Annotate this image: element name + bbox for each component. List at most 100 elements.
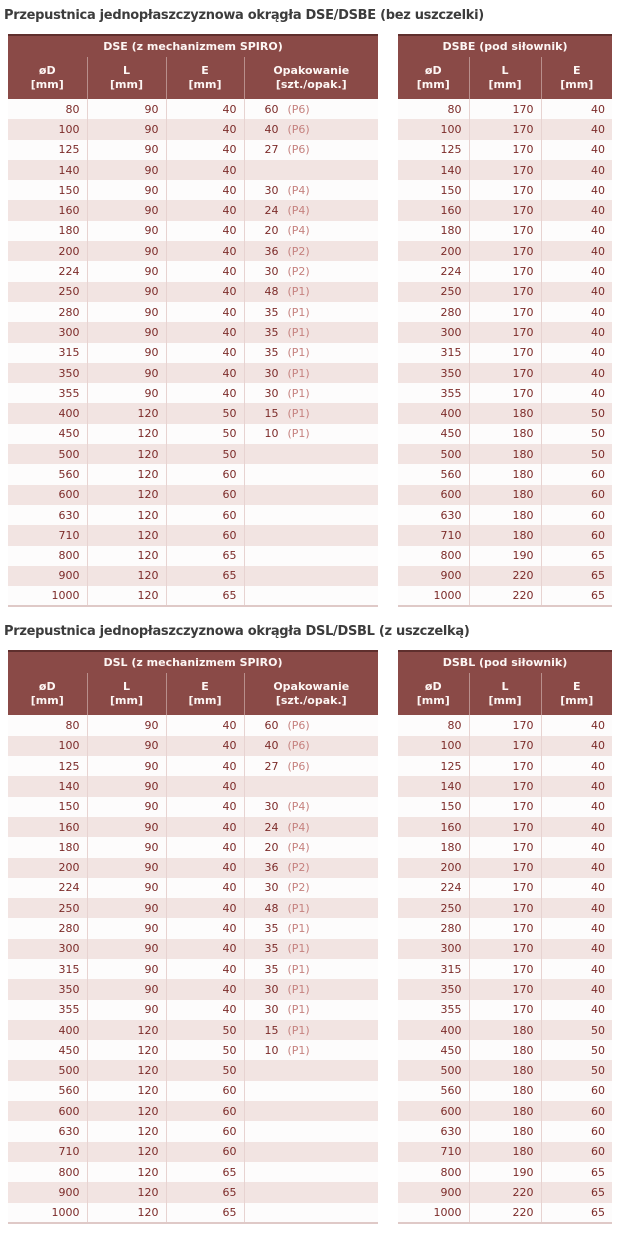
cell-diameter: 160: [58, 820, 80, 834]
cell-e: 40: [165, 776, 244, 797]
cell-length: 90: [86, 857, 166, 878]
cell-diameter: 450: [58, 1043, 80, 1057]
table-row: 150 170 40: [398, 180, 612, 201]
packaging-code: (P6): [287, 759, 310, 773]
cell-length: 170: [468, 322, 541, 343]
cell-diameter: 1000: [8, 1202, 87, 1224]
cell-packaging: [243, 444, 378, 465]
cell-length: 90: [86, 99, 166, 120]
cell-e: 40: [165, 938, 244, 959]
packaging-code: (P1): [287, 325, 310, 339]
cell-length: 90: [86, 796, 166, 817]
cell-diameter: 355: [440, 1003, 462, 1017]
cell-diameter: 140: [440, 163, 462, 177]
cell-e: 65: [540, 1202, 613, 1224]
cell-length: 220: [468, 1182, 541, 1203]
packaging-code: (P1): [287, 285, 310, 299]
table-row: 900 120 65: [8, 565, 378, 587]
column-unit: [mm]: [188, 694, 222, 708]
packaging-qty: 35: [264, 962, 279, 976]
packaging-qty: 30: [264, 881, 279, 895]
cell-length: 120: [86, 1141, 166, 1162]
table-row: 100 90 40 40 (P6): [8, 119, 378, 140]
cell-packaging: 20 (P4): [243, 220, 378, 242]
cell-e: 40: [540, 362, 612, 384]
cell-diameter: 355: [440, 386, 462, 400]
column-unit: [mm]: [188, 78, 222, 91]
cell-diameter: 800: [58, 1165, 80, 1179]
cell-e: 40: [540, 999, 613, 1020]
cell-diameter: 710: [58, 1145, 80, 1159]
table-row: 315 170 40: [398, 342, 612, 363]
cell-length: 220: [468, 586, 541, 608]
cell-packaging: [243, 565, 378, 587]
table-row: 710 180 60: [398, 525, 612, 546]
packaging-qty: 30: [264, 366, 279, 380]
cell-diameter: 80: [447, 102, 462, 116]
cell-diameter: 630: [58, 508, 80, 522]
cell-e: 40: [165, 322, 244, 343]
table-row: 350 90 40 30 (P1): [8, 362, 378, 384]
cell-length: 120: [86, 1080, 166, 1102]
table-row: 600 120 60: [8, 1101, 378, 1122]
cell-length: 90: [86, 322, 166, 343]
packaging-qty: 15: [264, 1023, 279, 1037]
tables-row: DSL (z mechanizmem SPIRO) øD [mm] L [mm] E…: [8, 650, 619, 1224]
cell-e: 40: [165, 342, 244, 363]
cell-length: 170: [468, 220, 541, 242]
table-row: 140 170 40: [398, 159, 612, 181]
table-row: 160 90 40 24 (P4): [8, 816, 378, 838]
cell-e: 40: [165, 362, 244, 384]
cell-diameter: 250: [58, 285, 80, 299]
cell-e: 50: [540, 403, 612, 424]
cell-e: 40: [540, 796, 613, 817]
table-row: 80 90 40 60 (P6): [8, 99, 378, 120]
column-unit: [szt./opak.]: [275, 78, 347, 91]
cell-length: 180: [468, 464, 541, 485]
cell-packaging: [243, 1101, 378, 1122]
column-header-row: øD [mm] L [mm] E [mm]: [398, 673, 613, 716]
cell-e: 40: [165, 99, 244, 120]
cell-diameter: 160: [440, 204, 462, 218]
cell-length: 180: [468, 403, 541, 424]
cell-length: 90: [86, 241, 166, 262]
cell-length: 90: [86, 200, 166, 221]
cell-packaging: 40 (P6): [243, 735, 378, 757]
cell-length: 120: [86, 1161, 166, 1183]
table-row: 300 90 40 35 (P1): [8, 322, 378, 343]
packaging-code: (P1): [287, 1023, 310, 1037]
packaging-code: (P6): [287, 739, 310, 753]
cell-e: 60: [540, 1141, 613, 1162]
column-header-row: øD [mm] L [mm] E [mm] Opakowanie [szt./opak.…: [8, 673, 378, 716]
cell-e: 40: [165, 241, 244, 262]
table-row: 224 170 40: [398, 261, 612, 282]
column-label: E: [573, 680, 581, 694]
cell-length: 90: [86, 918, 166, 939]
cell-e: 40: [540, 383, 612, 404]
cell-length: 180: [468, 1080, 541, 1102]
cell-packaging: 10 (P1): [243, 423, 378, 445]
cell-packaging: 30 (P1): [243, 999, 378, 1020]
packaging-qty: 40: [264, 122, 279, 136]
cell-length: 90: [86, 301, 166, 323]
table-row: 350 90 40 30 (P1): [8, 979, 378, 1000]
table-name-header: DSL (z mechanizmem SPIRO): [8, 650, 378, 674]
cell-diameter: 300: [58, 942, 80, 956]
column-header-e: E [mm]: [540, 57, 612, 99]
cell-diameter: 710: [58, 528, 80, 542]
cell-diameter: 200: [58, 861, 80, 875]
packaging-code: (P2): [287, 881, 310, 895]
cell-e: 40: [165, 180, 244, 201]
table-row: 180 170 40: [398, 220, 612, 242]
table-row: 280 90 40 35 (P1): [8, 918, 378, 939]
cell-e: 50: [165, 1060, 244, 1081]
cell-packaging: 35 (P1): [243, 301, 378, 323]
table-row: 630 120 60: [8, 1121, 378, 1142]
cell-diameter: 315: [440, 346, 462, 360]
table-row: 630 180 60: [398, 1121, 613, 1142]
cell-length: 120: [86, 464, 166, 485]
cell-diameter: 280: [440, 922, 462, 936]
cell-e: 40: [165, 796, 244, 817]
cell-e: 65: [165, 565, 244, 587]
table-row: 900 120 65: [8, 1182, 378, 1203]
